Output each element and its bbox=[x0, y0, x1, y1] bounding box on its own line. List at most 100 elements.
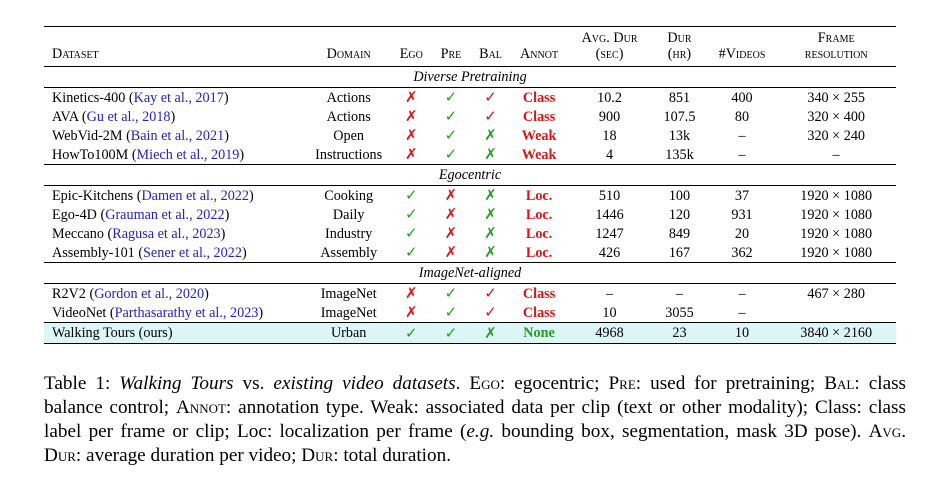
cell-bal: ✗ bbox=[471, 126, 511, 145]
check-mark-icon: ✓ bbox=[444, 145, 458, 163]
cell-avg-dur: 18 bbox=[602, 127, 617, 144]
cell-avg-dur: 900 bbox=[598, 108, 621, 125]
citation-link[interactable]: Parthasarathy et al., 2023 bbox=[114, 304, 259, 321]
cross-mark-icon: ✗ bbox=[405, 126, 418, 144]
cell-domain: Actions bbox=[326, 89, 371, 106]
table-row: Kinetics-400 (Kay et al., 2017) Actions ✗ ✓… bbox=[44, 88, 896, 107]
cross-mark-icon: ✗ bbox=[444, 186, 458, 204]
cell-dataset: AVA (Gu et al., 2018) bbox=[52, 108, 176, 125]
cross-mark-icon: ✗ bbox=[484, 186, 497, 204]
cell-avg-dur: 4 bbox=[605, 146, 614, 163]
check-mark-icon: ✓ bbox=[405, 323, 418, 342]
cell-videos: – bbox=[738, 127, 746, 144]
cell-avg-dur: 10.2 bbox=[597, 89, 622, 106]
citation-link[interactable]: Gordon et al., 2020 bbox=[94, 285, 205, 302]
dataset-comparison-table-container: Dataset Domain Ego Pre Bal Annot Avg. Du… bbox=[44, 26, 896, 344]
citation-link[interactable]: Sener et al., 2022 bbox=[143, 244, 242, 261]
table-caption: Table 1: Walking Tours vs. existing vide… bbox=[44, 373, 907, 466]
cell-bal: ✗ bbox=[471, 186, 511, 205]
header-annot: Annot bbox=[520, 46, 559, 62]
check-mark-icon: ✓ bbox=[444, 88, 458, 106]
table-row: Ego-4D (Grauman et al., 2022) Daily ✓ ✗ ✗ Loc… bbox=[44, 205, 896, 224]
cell-annot: Class bbox=[510, 303, 567, 323]
cell-avg-dur: 10 bbox=[602, 304, 617, 321]
header-videos: #Videos bbox=[718, 46, 766, 62]
cross-mark-icon: ✗ bbox=[405, 284, 418, 302]
citation-link[interactable]: Kay et al., 2017 bbox=[133, 89, 224, 106]
cell-dur: 135k bbox=[665, 146, 694, 163]
cell-annot: Loc. bbox=[510, 224, 567, 243]
dataset-name: Kinetics-400 bbox=[52, 89, 129, 106]
cell-dataset: HowTo100M (Miech et al., 2019) bbox=[52, 146, 245, 163]
dataset-name: Epic-Kitchens bbox=[52, 187, 137, 204]
table-row: Meccano (Ragusa et al., 2023) Industry ✓ ✗ ✗… bbox=[44, 224, 896, 243]
cell-frame-resolution: 1920 × 1080 bbox=[800, 187, 873, 204]
header-frame-resolution: Frame resolution bbox=[804, 30, 868, 62]
cell-videos: – bbox=[738, 146, 746, 163]
check-mark-icon: ✓ bbox=[484, 303, 497, 321]
header-row: Dataset Domain Ego Pre Bal Annot Avg. Du… bbox=[44, 27, 896, 67]
cell-bal: ✓ bbox=[471, 107, 511, 126]
cell-ego: ✓ bbox=[391, 205, 431, 224]
cell-domain: Actions bbox=[326, 108, 371, 125]
cell-frame-resolution: 1920 × 1080 bbox=[800, 225, 873, 242]
cross-mark-icon: ✗ bbox=[444, 224, 458, 242]
cell-ego: ✗ bbox=[391, 284, 431, 303]
cell-videos: 931 bbox=[731, 206, 753, 223]
cross-mark-icon: ✗ bbox=[444, 243, 458, 261]
cell-frame-resolution: 320 × 240 bbox=[807, 127, 866, 144]
cell-annot: Loc. bbox=[510, 205, 567, 224]
cross-mark-icon: ✗ bbox=[405, 88, 418, 106]
dataset-name: HowTo100M bbox=[52, 146, 132, 163]
cell-frame-resolution: – bbox=[832, 146, 840, 163]
cell-dataset: WebVid-2M (Bain et al., 2021) bbox=[52, 127, 229, 144]
table-rule bbox=[44, 343, 896, 344]
cell-pre: ✗ bbox=[431, 243, 470, 263]
cross-mark-icon: ✗ bbox=[405, 303, 418, 321]
citation-link[interactable]: Damen et al., 2022 bbox=[141, 187, 249, 204]
table-row: HowTo100M (Miech et al., 2019) Instructio… bbox=[44, 145, 896, 165]
annotation-type: Class bbox=[522, 89, 556, 106]
annotation-type: Weak bbox=[521, 146, 557, 163]
citation-link[interactable]: Grauman et al., 2022 bbox=[105, 206, 225, 223]
cell-dataset: Walking Tours (ours) bbox=[44, 323, 306, 344]
cell-videos: – bbox=[738, 285, 746, 302]
cell-ego: ✗ bbox=[391, 145, 431, 165]
header-domain: Domain bbox=[326, 46, 371, 62]
cell-ego: ✓ bbox=[391, 224, 431, 243]
cell-bal: ✓ bbox=[471, 303, 511, 323]
cell-videos: 37 bbox=[734, 187, 750, 204]
group-title: Egocentric bbox=[438, 167, 502, 183]
cell-dur: 100 bbox=[668, 187, 691, 204]
cell-domain: Open bbox=[333, 127, 365, 144]
dataset-name: Walking Tours (ours) bbox=[52, 325, 173, 341]
table-rule bbox=[44, 322, 896, 323]
cell-bal: ✗ bbox=[470, 323, 511, 344]
cell-pre: ✓ bbox=[431, 107, 470, 126]
cell-pre: ✓ bbox=[431, 88, 470, 107]
cell-videos: 20 bbox=[734, 225, 750, 242]
annotation-type: Class bbox=[522, 285, 556, 302]
dataset-name: WebVid-2M bbox=[52, 127, 127, 144]
table-rule bbox=[44, 283, 896, 284]
cell-annot: Class bbox=[510, 88, 567, 107]
citation-link[interactable]: Miech et al., 2019 bbox=[136, 146, 240, 163]
cell-dataset: Ego-4D (Grauman et al., 2022) bbox=[52, 206, 230, 223]
cell-pre: ✓ bbox=[431, 126, 470, 145]
annotation-type: None bbox=[523, 325, 555, 341]
table-rule bbox=[44, 87, 896, 88]
cell-dataset: Kinetics-400 (Kay et al., 2017) bbox=[52, 89, 229, 106]
dataset-comparison-table: Dataset Domain Ego Pre Bal Annot Avg. Du… bbox=[44, 26, 896, 344]
citation-link[interactable]: Ragusa et al., 2023 bbox=[112, 225, 221, 242]
citation-link[interactable]: Gu et al., 2018 bbox=[86, 108, 171, 125]
table-row: AVA (Gu et al., 2018) Actions ✗ ✓ ✓ Class 900 1… bbox=[44, 107, 896, 126]
cell-ego: ✗ bbox=[391, 88, 431, 107]
cross-mark-icon: ✗ bbox=[405, 107, 418, 125]
cell-pre: ✓ bbox=[431, 303, 470, 323]
citation-link[interactable]: Bain et al., 2021 bbox=[130, 127, 225, 144]
dataset-name: AVA bbox=[52, 108, 82, 125]
annotation-type: Loc. bbox=[525, 187, 553, 204]
cell-avg-dur: 1446 bbox=[595, 206, 624, 223]
cell-frame-resolution: 467 × 280 bbox=[807, 285, 866, 302]
cell-dataset: R2V2 (Gordon et al., 2020) bbox=[52, 285, 209, 302]
